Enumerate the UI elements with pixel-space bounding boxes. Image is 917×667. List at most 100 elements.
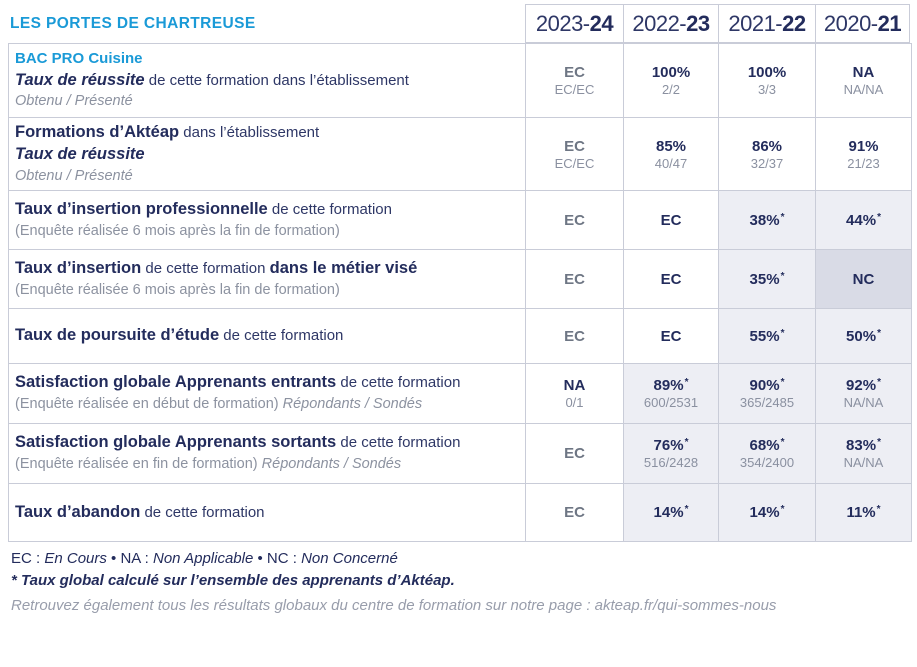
global-rate-asterisk: * — [684, 377, 689, 388]
value-cell: 85% 40/47 — [623, 118, 718, 191]
cell-main-value: 89%* — [653, 377, 689, 394]
row-label-line: Satisfaction globale Apprenants entrants… — [15, 372, 515, 394]
cell-sub-value: 32/37 — [750, 155, 784, 171]
cell-main-value: 100% — [651, 64, 691, 81]
text-segment: EC : — [11, 550, 45, 567]
global-rate-asterisk: * — [780, 437, 785, 448]
year-column-header-2022-23: 2022- 23 — [623, 4, 718, 43]
page-title: LES PORTES DE CHARTREUSE — [10, 14, 256, 32]
year-prefix: 2022- — [632, 10, 687, 36]
value-cell: 89%* 600/2531 — [623, 364, 718, 423]
cell-sub-value: EC/EC — [554, 82, 595, 97]
row-label-line: (Enquête réalisée en fin de formation) R… — [15, 454, 515, 475]
text-segment: Obtenu / Présenté — [15, 93, 133, 110]
text-segment: de cette formation — [141, 259, 270, 277]
value-cell: NA 0/1 — [525, 364, 623, 423]
global-rate-asterisk: * — [780, 504, 785, 515]
cell-main-value: EC — [564, 211, 585, 229]
global-rate-asterisk: * — [780, 270, 785, 282]
cell-main-value: 44%* — [846, 211, 881, 229]
cell-main-value: 90%* — [749, 377, 785, 394]
cell-main-value: 11%* — [846, 504, 881, 521]
text-segment: de cette formation — [140, 503, 265, 521]
cell-main-value: 50%* — [846, 327, 881, 345]
row-label: Taux d’insertion professionnelle de cett… — [9, 191, 525, 249]
year-suffix: 21 — [877, 10, 902, 36]
row-label-line: BAC PRO Cuisine — [15, 49, 515, 70]
cell-main-value: NA — [563, 377, 586, 394]
row-label: Taux d’insertion de cette formation dans… — [9, 250, 525, 308]
global-rate-asterisk: * — [780, 377, 785, 388]
text-segment: Répondants / Sondés — [282, 396, 423, 412]
value-cell: 14%* — [623, 484, 718, 541]
global-rate-asterisk: * — [780, 211, 785, 223]
text-segment: de cette formation — [336, 374, 461, 392]
value-cell: NC — [815, 250, 911, 308]
value-cell: EC EC/EC — [525, 44, 623, 117]
cell-sub-value: 40/47 — [654, 155, 688, 171]
text-segment: NC : — [266, 550, 302, 567]
row-label-line: Taux d’insertion professionnelle de cett… — [15, 199, 515, 221]
text-segment: (Enquête réalisée 6 mois après la fin de… — [15, 222, 340, 239]
text-segment: de cette formation dans l’établissement — [144, 71, 409, 89]
row-label-line: Taux d’insertion de cette formation dans… — [15, 258, 515, 280]
cell-main-value: 76%* — [653, 437, 689, 454]
text-segment: NA : — [120, 550, 153, 567]
table-row: Taux d’insertion de cette formation dans… — [9, 249, 911, 308]
text-segment: • — [253, 550, 267, 567]
results-table: LES PORTES DE CHARTREUSE 2023- 24 2022- 23… — [8, 4, 912, 542]
row-label-line: Taux d’abandon de cette formation — [15, 502, 515, 524]
row-label-line: Satisfaction globale Apprenants sortants… — [15, 432, 515, 454]
cell-main-value: 14%* — [749, 504, 785, 521]
text-segment: dans le métier visé — [269, 258, 418, 277]
footer-line: Retrouvez également tous les résultats g… — [11, 595, 909, 617]
text-segment: (Enquête réalisée en fin de formation) — [15, 456, 262, 472]
value-cell: EC — [525, 484, 623, 541]
year-suffix: 22 — [782, 10, 806, 36]
value-cell: 100% 3/3 — [718, 44, 815, 117]
table-row: Satisfaction globale Apprenants entrants… — [9, 363, 911, 423]
value-cell: 14%* — [718, 484, 815, 541]
row-label-line: Taux de réussite de cette formation dans… — [15, 70, 515, 92]
text-segment: * Taux global calculé sur l’ensemble des… — [11, 572, 455, 589]
row-label-line: Taux de réussite — [15, 144, 515, 166]
global-rate-asterisk: * — [877, 377, 881, 388]
cell-sub-value: 600/2531 — [643, 395, 699, 410]
value-cell: 44%* — [815, 191, 911, 249]
global-rate-asterisk: * — [876, 504, 881, 515]
row-label-line: (Enquête réalisée 6 mois après la fin de… — [15, 221, 515, 242]
table-row: Taux d’insertion professionnelle de cett… — [9, 190, 911, 249]
year-column-header-2021-22: 2021- 22 — [718, 4, 815, 43]
cell-main-value: 35%* — [749, 270, 785, 288]
row-label-line: (Enquête réalisée 6 mois après la fin de… — [15, 280, 515, 301]
text-segment: Non Applicable — [152, 550, 254, 567]
text-segment: de cette formation — [336, 434, 461, 452]
text-segment: Satisfaction globale Apprenants sortants — [15, 433, 337, 452]
global-rate-asterisk: * — [877, 437, 881, 448]
value-cell: 35%* — [718, 250, 815, 308]
table-row: Taux d’abandon de cette formation EC 14%* 1… — [9, 483, 911, 541]
cell-main-value: 14%* — [653, 504, 689, 521]
value-cell: EC — [623, 309, 718, 363]
footer-line: * Taux global calculé sur l’ensemble des… — [11, 570, 909, 592]
cell-main-value: EC — [660, 270, 682, 288]
value-cell: EC — [525, 424, 623, 483]
cell-main-value: EC — [564, 270, 585, 288]
cell-main-value: EC — [564, 137, 585, 155]
cell-main-value: EC — [660, 327, 682, 345]
row-label: Formations d’Aktéap dans l’établissement… — [9, 118, 525, 190]
text-segment: BAC PRO Cuisine — [15, 49, 143, 67]
text-segment: Taux d’insertion — [15, 258, 142, 277]
text-segment: de cette formation — [267, 200, 392, 218]
cell-main-value: 86% — [751, 137, 783, 155]
row-label: Taux de poursuite d’étude de cette forma… — [9, 309, 525, 363]
value-cell: 50%* — [815, 309, 911, 363]
table-row: Taux de poursuite d’étude de cette forma… — [9, 308, 911, 363]
value-cell: 86% 32/37 — [718, 118, 815, 191]
text-segment: Taux de réussite — [15, 144, 145, 163]
value-cell: 11%* — [815, 484, 911, 541]
cell-main-value: 92%* — [846, 377, 881, 394]
text-segment: Taux d’insertion professionnelle — [15, 199, 268, 218]
cell-main-value: EC — [564, 504, 585, 521]
